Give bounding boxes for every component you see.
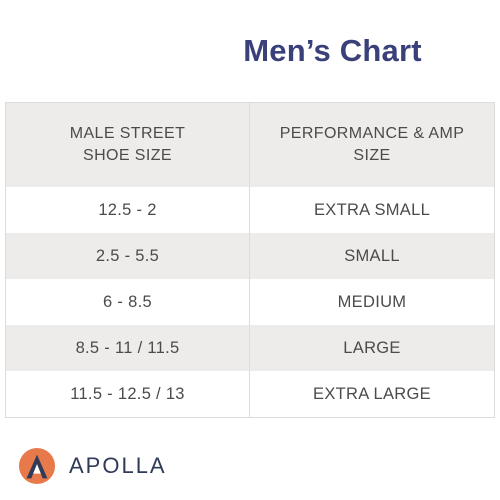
street-size-cell: 11.5 - 12.5 / 13 bbox=[5, 371, 250, 418]
street-size-cell: 2.5 - 5.5 bbox=[5, 233, 250, 279]
table-header-row: MALE STREET SHOE SIZE PERFORMANCE & AMP … bbox=[5, 102, 495, 187]
table-row: 12.5 - 2 EXTRA SMALL bbox=[5, 187, 495, 233]
table-row: 2.5 - 5.5 SMALL bbox=[5, 233, 495, 279]
header-performance-size: PERFORMANCE & AMP SIZE bbox=[249, 102, 495, 187]
brand-logo: APOLLA bbox=[18, 446, 167, 486]
table-row: 11.5 - 12.5 / 13 EXTRA LARGE bbox=[5, 371, 495, 418]
performance-size-cell: EXTRA SMALL bbox=[249, 187, 495, 233]
street-size-cell: 6 - 8.5 bbox=[5, 279, 250, 325]
brand-name: APOLLA bbox=[69, 453, 167, 478]
page-title: Men’s Chart bbox=[243, 33, 422, 68]
header-line: PERFORMANCE & AMP bbox=[279, 125, 465, 142]
street-size-cell: 12.5 - 2 bbox=[5, 187, 250, 233]
performance-size-cell: MEDIUM bbox=[249, 279, 495, 325]
table-row: 6 - 8.5 MEDIUM bbox=[5, 279, 495, 325]
apolla-logo-icon bbox=[18, 447, 56, 485]
size-chart-table: MALE STREET SHOE SIZE PERFORMANCE & AMP … bbox=[5, 102, 495, 418]
table-row: 8.5 - 11 / 11.5 LARGE bbox=[5, 325, 495, 371]
header-street-shoe-size: MALE STREET SHOE SIZE bbox=[5, 102, 250, 187]
street-size-cell: 8.5 - 11 / 11.5 bbox=[5, 325, 250, 371]
performance-size-cell: LARGE bbox=[249, 325, 495, 371]
performance-size-cell: EXTRA LARGE bbox=[249, 371, 495, 418]
header-line: SIZE bbox=[353, 147, 391, 164]
header-line: MALE STREET bbox=[69, 125, 186, 142]
performance-size-cell: SMALL bbox=[249, 233, 495, 279]
header-line: SHOE SIZE bbox=[83, 147, 172, 164]
